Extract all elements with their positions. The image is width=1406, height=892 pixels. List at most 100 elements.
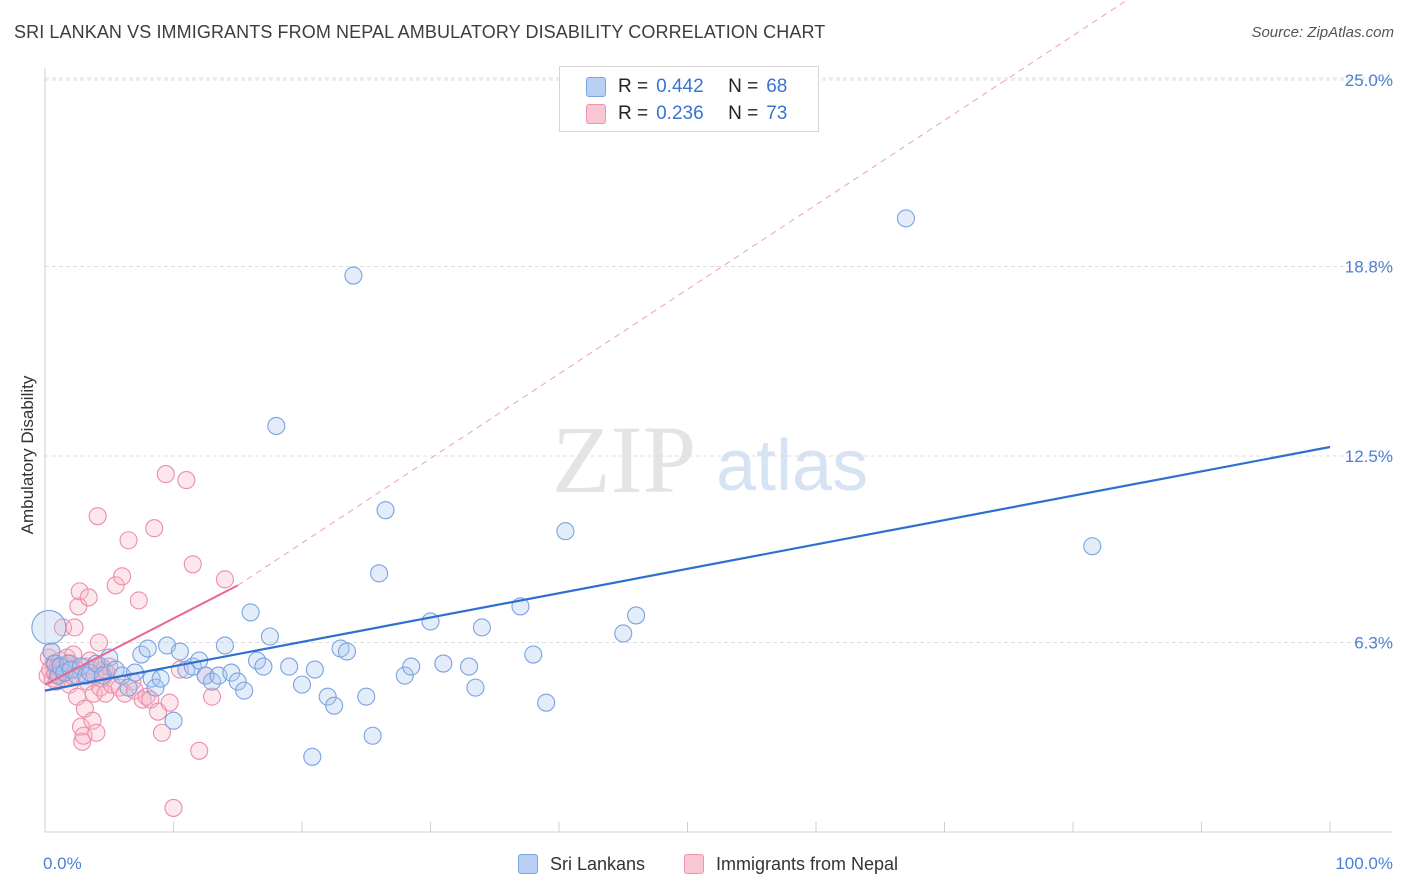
nepal-points: [38, 465, 234, 817]
nepal-trend-line: [44, 584, 239, 686]
nepal-point: [183, 555, 202, 574]
nepal-point: [145, 519, 164, 538]
chart-title: SRI LANKAN VS IMMIGRANTS FROM NEPAL AMBU…: [14, 22, 826, 42]
nepal-point: [129, 591, 148, 610]
legend-r-label: R =: [618, 103, 649, 124]
axes: [44, 68, 1392, 833]
legend-r-value: 0.442: [656, 76, 704, 97]
y-tick-label: 18.8%: [1345, 258, 1393, 277]
nepal-point: [215, 570, 234, 589]
legend-n-value: 73: [766, 103, 788, 124]
bottom-legend-label: Immigrants from Nepal: [716, 853, 899, 874]
bottom-swatch-pink: [684, 854, 704, 874]
srilankan-point: [459, 657, 479, 676]
srilankan-point: [466, 678, 485, 697]
y-tick-label: 25.0%: [1345, 71, 1393, 90]
legend-row-srilankans: R = 0.442 N = 68: [586, 75, 787, 99]
source-label: Source: ZipAtlas.com: [1251, 24, 1394, 41]
srilankan-point: [241, 603, 260, 622]
legend-r-value: 0.236: [656, 103, 704, 124]
srilankan-point: [138, 639, 157, 658]
srilankan-point: [260, 627, 279, 646]
gridlines: [45, 77, 1392, 644]
srilankan-point: [235, 681, 254, 700]
watermark: ZIP atlas: [552, 406, 868, 513]
nepal-point: [106, 576, 125, 595]
srilankan-point: [337, 642, 357, 661]
nepal-point: [70, 582, 89, 601]
srilankan-point: [896, 209, 916, 228]
legend-row-nepal: R = 0.236 N = 73: [586, 102, 787, 126]
srilankan-point: [222, 663, 241, 682]
srilankan-point: [325, 696, 344, 715]
srilankan-point: [31, 609, 67, 646]
bottom-legend-nepal: Immigrants from Nepal: [684, 852, 898, 876]
nepal-point: [83, 711, 102, 730]
legend-r-label: R =: [618, 76, 649, 97]
legend-swatch-pink: [586, 104, 606, 124]
tick-labels: 6.3% 12.5% 18.8% 25.0% 0.0% 100.0%: [43, 71, 1393, 873]
srilankan-point: [524, 645, 543, 664]
nepal-point: [87, 723, 106, 742]
srilankan-point: [1083, 537, 1102, 556]
srilankan-point: [556, 522, 575, 541]
bottom-legend-srilankans: Sri Lankans: [518, 852, 645, 876]
nepal-point: [156, 465, 175, 484]
legend-n-label: N =: [728, 103, 759, 124]
nepal-point: [177, 471, 196, 490]
srilankan-point: [627, 606, 646, 625]
srilankan-point: [434, 654, 453, 673]
bottom-swatch-blue: [518, 854, 538, 874]
x-tick-label: 100.0%: [1335, 854, 1393, 873]
legend-n-label: N =: [728, 76, 759, 97]
watermark-zip: ZIP: [552, 406, 696, 513]
bottom-legend-label: Sri Lankans: [550, 853, 646, 874]
srilankan-point: [344, 266, 363, 285]
nepal-trend-extension: [237, 0, 1129, 586]
srilankan-point: [292, 675, 312, 694]
srilankan-point: [318, 687, 337, 706]
srilankan-point: [228, 672, 247, 691]
srilankan-point: [395, 666, 414, 685]
srilankan-point: [305, 660, 324, 679]
correlation-legend: R = 0.442 N = 68 R = 0.236 N = 73: [559, 66, 819, 132]
srilankan-point: [363, 726, 382, 745]
legend-swatch-blue: [586, 77, 606, 97]
srilankan-point: [402, 657, 421, 676]
y-tick-label: 6.3%: [1354, 634, 1393, 653]
srilankan-point: [164, 711, 183, 730]
srilankan-point: [303, 747, 322, 766]
x-tick-label: 0.0%: [43, 854, 82, 873]
srilankan-trend-line: [44, 445, 1331, 692]
legend-n-value: 68: [766, 76, 788, 97]
nepal-point: [65, 618, 84, 637]
srilankan-point: [146, 678, 165, 697]
nepal-point: [89, 633, 109, 652]
srilankan-point: [254, 657, 273, 676]
nepal-point: [203, 687, 222, 706]
nepal-point: [79, 588, 98, 607]
nepal-point: [164, 798, 183, 817]
srilankan-point: [537, 693, 556, 712]
trend-lines: [44, 0, 1331, 692]
nepal-point: [160, 693, 179, 712]
watermark-atlas: atlas: [716, 426, 868, 506]
srilankan-point: [267, 416, 286, 435]
nepal-point: [152, 723, 171, 742]
nepal-point: [73, 732, 92, 751]
nepal-point: [113, 567, 132, 586]
srilankan-point: [42, 642, 61, 661]
srilankan-points: [31, 209, 1102, 766]
nepal-point: [119, 531, 138, 550]
nepal-point: [69, 597, 88, 616]
srilankan-point: [614, 624, 633, 643]
srilankan-point: [370, 564, 389, 583]
nepal-point: [88, 507, 107, 526]
srilankan-point: [280, 657, 299, 676]
srilankan-point: [472, 618, 491, 637]
srilankan-point: [376, 501, 395, 520]
srilankan-point: [151, 669, 170, 688]
srilankan-point: [215, 636, 234, 655]
srilankan-point: [170, 642, 189, 661]
